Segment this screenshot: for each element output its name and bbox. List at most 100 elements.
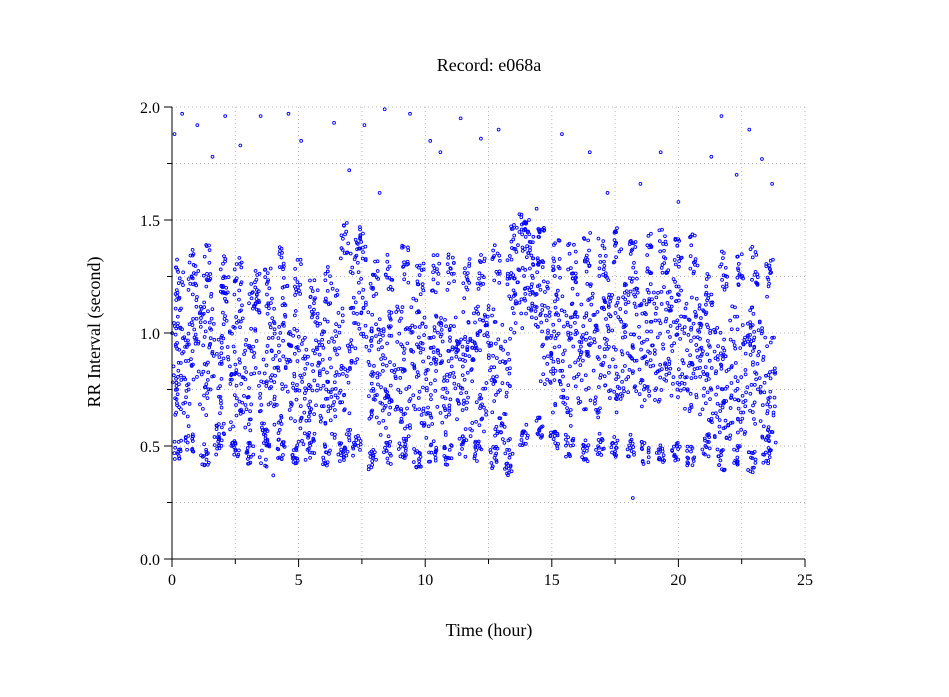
data-point	[487, 344, 492, 348]
data-point	[509, 271, 514, 275]
data-point	[611, 357, 615, 362]
data-point	[281, 320, 286, 325]
data-point	[397, 331, 402, 336]
data-point	[340, 313, 345, 318]
data-point	[593, 398, 597, 403]
data-point	[591, 368, 596, 373]
data-point	[345, 343, 350, 348]
data-point	[175, 341, 179, 345]
data-point	[202, 462, 207, 467]
data-point	[689, 449, 693, 454]
data-point	[475, 333, 480, 337]
data-point	[680, 372, 685, 376]
data-point	[371, 454, 376, 458]
data-point	[772, 335, 776, 340]
data-point	[663, 239, 668, 244]
data-point	[505, 271, 510, 276]
data-point	[721, 256, 725, 260]
data-point	[764, 264, 769, 269]
data-point	[736, 430, 740, 435]
data-point	[531, 234, 536, 239]
data-point	[364, 344, 369, 349]
data-point	[701, 349, 705, 354]
data-point	[765, 294, 769, 299]
data-point	[500, 323, 505, 327]
data-point	[499, 423, 504, 428]
data-point	[740, 416, 745, 421]
data-point	[465, 348, 470, 353]
data-point	[319, 416, 324, 420]
data-point	[433, 290, 438, 295]
data-point	[750, 323, 755, 327]
data-point	[646, 455, 651, 460]
data-point	[341, 449, 346, 454]
data-point	[280, 251, 284, 255]
data-point	[552, 345, 557, 350]
data-point	[203, 320, 207, 324]
data-point	[443, 408, 448, 413]
data-point	[656, 447, 661, 452]
data-point	[357, 436, 361, 441]
data-point	[312, 412, 316, 416]
data-point	[223, 257, 228, 261]
data-point	[219, 335, 224, 340]
data-point	[387, 275, 392, 280]
data-point	[557, 344, 562, 349]
data-point	[705, 372, 710, 376]
data-point	[406, 434, 411, 439]
data-point	[674, 441, 679, 446]
data-point	[685, 387, 690, 392]
data-point	[583, 407, 588, 411]
data-point	[303, 366, 308, 371]
data-point	[459, 337, 463, 342]
data-point	[449, 356, 454, 361]
data-point	[439, 360, 444, 365]
data-point	[472, 454, 477, 459]
data-point	[658, 447, 663, 452]
data-point	[562, 324, 566, 329]
data-point	[389, 453, 393, 458]
data-point	[350, 271, 355, 276]
data-point	[333, 373, 338, 378]
data-point	[622, 322, 627, 327]
data-point	[361, 331, 366, 336]
data-point	[217, 355, 222, 359]
data-point	[579, 335, 584, 340]
data-point	[475, 281, 480, 286]
data-point	[690, 295, 694, 300]
data-point	[619, 349, 624, 353]
data-point	[576, 401, 581, 405]
data-point	[557, 379, 562, 383]
data-point	[266, 302, 271, 307]
data-point	[363, 323, 368, 328]
data-point	[626, 300, 631, 305]
data-point	[705, 440, 710, 444]
data-point	[700, 407, 705, 412]
data-point	[224, 299, 229, 304]
data-point	[385, 341, 389, 346]
data-point	[180, 111, 184, 116]
data-point	[717, 430, 722, 435]
data-point	[247, 440, 252, 445]
data-point	[677, 323, 682, 328]
data-point	[473, 441, 477, 445]
data-point	[282, 445, 287, 449]
data-point	[509, 469, 514, 474]
data-point	[628, 446, 632, 450]
data-point	[673, 262, 678, 267]
data-point	[749, 383, 754, 387]
data-point	[432, 325, 437, 329]
data-point	[457, 357, 462, 362]
data-point	[448, 335, 452, 340]
data-point	[386, 434, 391, 439]
data-point	[736, 417, 740, 422]
data-point	[410, 323, 415, 328]
data-point	[756, 353, 760, 358]
data-point	[234, 403, 238, 407]
data-point	[482, 429, 486, 434]
data-point	[717, 463, 721, 467]
data-point	[555, 433, 560, 438]
data-point	[411, 296, 416, 301]
data-point	[566, 383, 571, 388]
data-point	[662, 261, 667, 265]
